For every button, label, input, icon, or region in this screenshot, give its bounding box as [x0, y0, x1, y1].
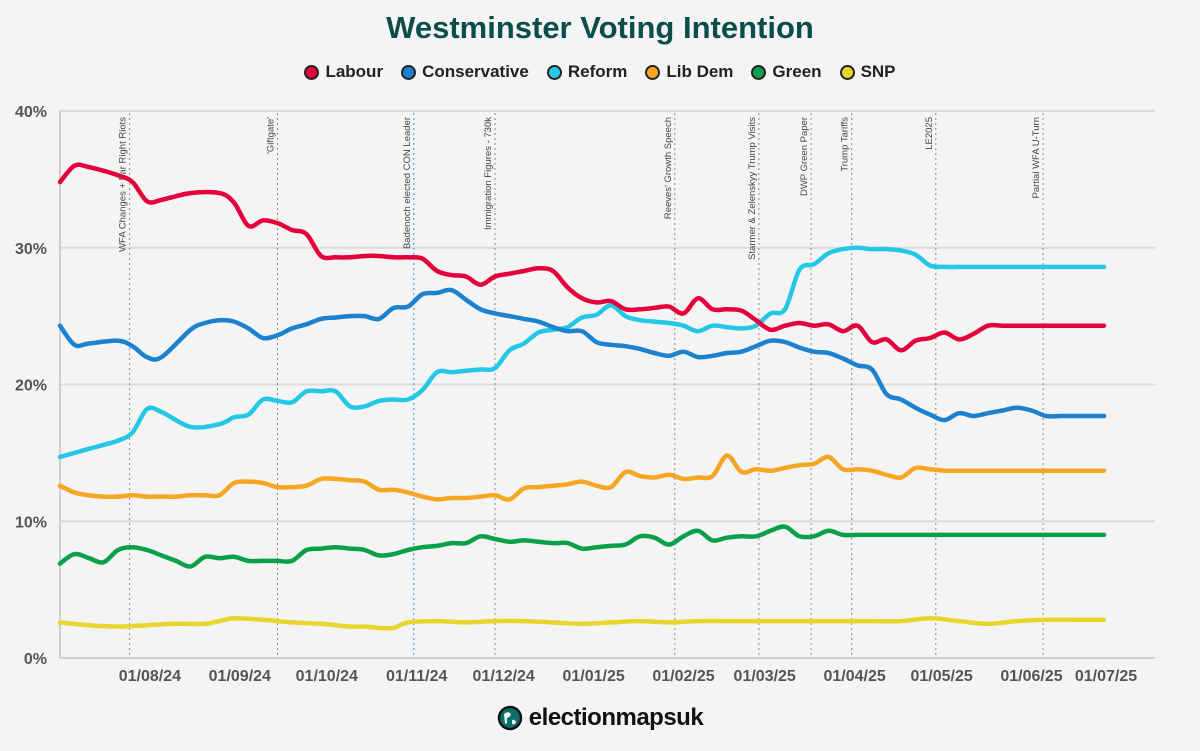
event-label: Trump Tariffs	[840, 117, 851, 172]
y-tick-label: 0%	[24, 651, 47, 668]
chart-title: Westminster Voting Intention	[386, 10, 814, 45]
series-line-green	[57, 524, 1107, 569]
x-tick-label: 01/08/24	[119, 668, 181, 685]
event-label: LE2025	[924, 117, 935, 150]
legend-swatch	[401, 64, 417, 80]
x-tick-label: 01/02/25	[652, 668, 714, 685]
x-tick-label: 01/04/25	[823, 668, 885, 685]
legend-label: Lib Dem	[666, 62, 734, 81]
legend-item: Conservative	[401, 62, 529, 82]
event-label: Reeves' Growth Speech	[663, 117, 674, 219]
x-tick-label: 01/01/25	[562, 668, 624, 685]
legend-swatch	[839, 64, 855, 80]
footer-brand: electionmapsuk	[0, 704, 1200, 732]
legend-swatch	[751, 64, 767, 80]
legend-swatch	[546, 64, 562, 80]
x-tick-label: 01/03/25	[734, 668, 796, 685]
series-line-reform	[57, 245, 1107, 460]
event-label: Immigration Figures - 730k	[483, 117, 494, 230]
y-tick-label: 10%	[15, 514, 47, 531]
legend-label: SNP	[860, 62, 896, 81]
legend: Labour Conservative Reform Lib Dem Green SNP	[0, 62, 1200, 82]
series-line-labour	[57, 162, 1107, 353]
y-tick-label: 20%	[15, 378, 47, 395]
x-tick-label: 01/05/25	[910, 668, 972, 685]
legend-label: Green	[772, 62, 822, 81]
x-tick-label: 01/12/24	[473, 668, 535, 685]
legend-swatch	[645, 64, 661, 80]
globe-logo-icon	[497, 705, 522, 731]
brand-logo-text: electionmapsuk	[528, 704, 704, 731]
event-label: Starmer & Zelenskyy Trump Visits	[747, 117, 758, 260]
legend-item: Lib Dem	[645, 62, 733, 82]
series-line-conservative	[57, 287, 1107, 423]
y-tick-label: 40%	[15, 104, 47, 121]
x-tick-label: 01/11/24	[386, 668, 448, 685]
event-label: DWP Green Paper	[799, 117, 810, 196]
x-tick-label: 01/06/25	[1000, 668, 1062, 685]
legend-item: SNP	[839, 62, 896, 82]
legend-swatch	[304, 64, 320, 80]
x-tick-label: 01/10/24	[296, 668, 358, 685]
event-label: Badenoch elected CON Leader	[402, 117, 413, 249]
legend-item: Labour	[304, 62, 383, 82]
event-label: WFA Changes + Far Right Riots	[118, 117, 129, 252]
x-tick-label: 01/07/25	[1075, 668, 1137, 685]
legend-item: Reform	[546, 62, 628, 82]
legend-label: Reform	[567, 62, 628, 81]
series-line-snp	[57, 616, 1107, 631]
event-label: 'Giftgate'	[266, 117, 277, 154]
legend-label: Conservative	[422, 62, 529, 81]
series-line-lib-dem	[57, 453, 1107, 502]
x-tick-label: 01/09/24	[209, 668, 271, 685]
legend-label: Labour	[325, 62, 384, 81]
y-tick-label: 30%	[15, 241, 47, 258]
legend-item: Green	[751, 62, 822, 82]
event-label: Partial WFA U-Turn	[1031, 117, 1042, 198]
